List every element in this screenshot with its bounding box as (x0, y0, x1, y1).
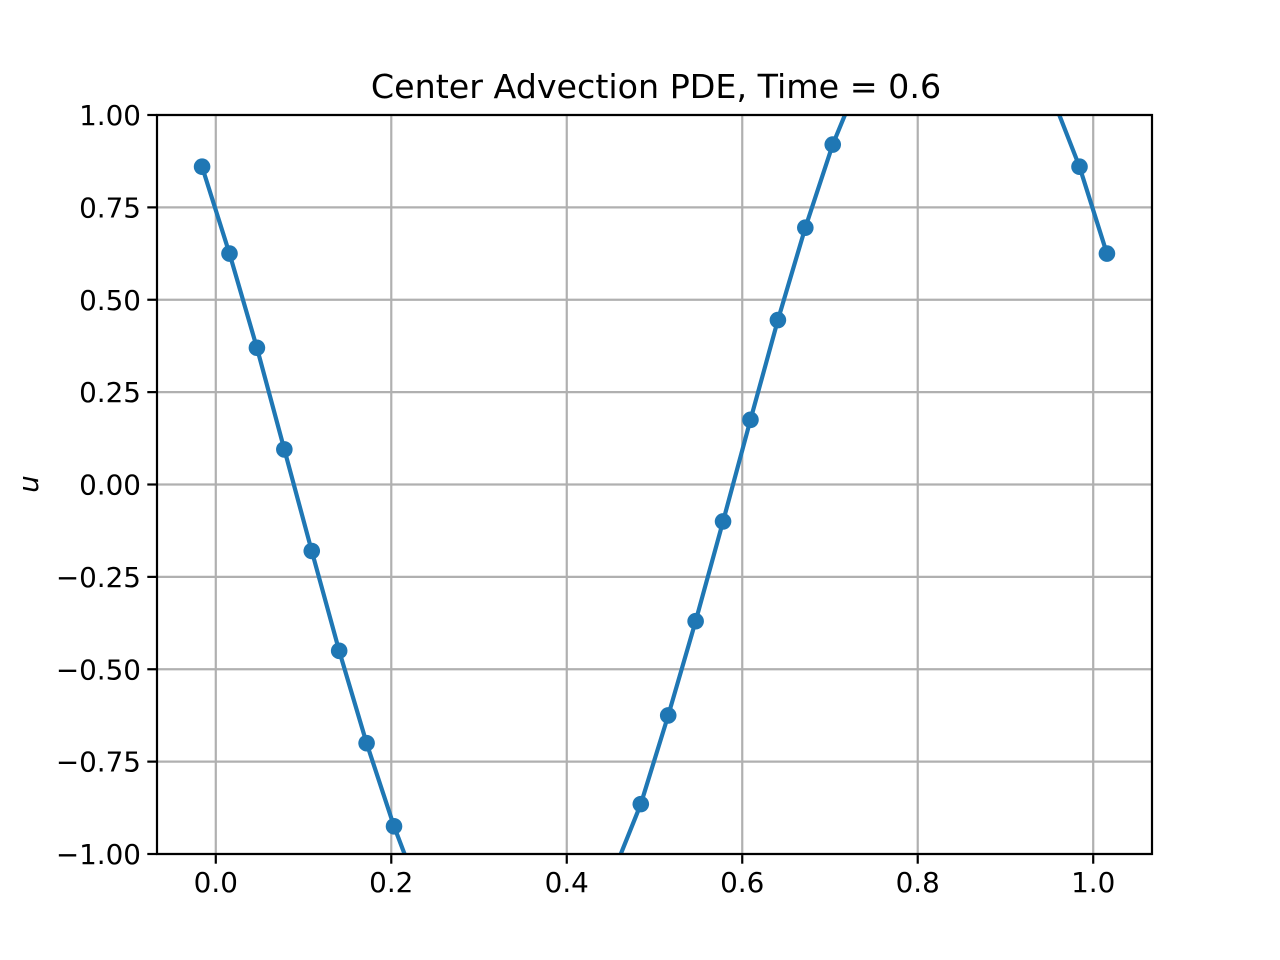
marker (687, 612, 704, 630)
marker (797, 219, 814, 236)
marker (358, 734, 375, 752)
line (200, 115, 1109, 854)
y-tick-label: −0.75 (56, 746, 141, 779)
marker (330, 642, 348, 660)
marker (248, 339, 266, 357)
marker (1098, 245, 1116, 262)
marker (632, 795, 650, 813)
marker (193, 158, 211, 176)
marker (769, 311, 787, 329)
y-tick-label: 0.25 (79, 376, 141, 409)
y-tick-label: −1.00 (56, 838, 141, 871)
marker (714, 513, 732, 530)
y-tick-label: 0.50 (79, 284, 141, 317)
x-tick-label: 0.6 (720, 866, 764, 899)
y-tick-label: 0.75 (79, 191, 141, 224)
x-tick-label: 0.2 (369, 866, 413, 899)
marker (385, 817, 403, 835)
y-tick-label: 1.00 (79, 99, 141, 132)
chart-title: Center Advection PDE, Time = 0.6 (371, 67, 941, 106)
plot-area (193, 115, 1116, 854)
marker (276, 441, 293, 458)
x-tick-label: 0.8 (896, 866, 940, 899)
y-tick-label: 0.00 (79, 469, 141, 502)
x-tick-label: 1.0 (1071, 866, 1115, 899)
axes-frame (155, 113, 1154, 856)
marker (303, 542, 321, 560)
marker (221, 245, 238, 262)
y-axis-label: u (12, 475, 45, 493)
x-tick-label: 0.0 (194, 866, 238, 899)
marker (742, 411, 759, 429)
y-tick-label: −0.25 (56, 561, 141, 594)
marker (1071, 158, 1088, 176)
x-tick-label: 0.4 (545, 866, 589, 899)
marker (659, 707, 677, 724)
y-tick-label: −0.50 (56, 653, 141, 686)
marker (824, 136, 842, 153)
